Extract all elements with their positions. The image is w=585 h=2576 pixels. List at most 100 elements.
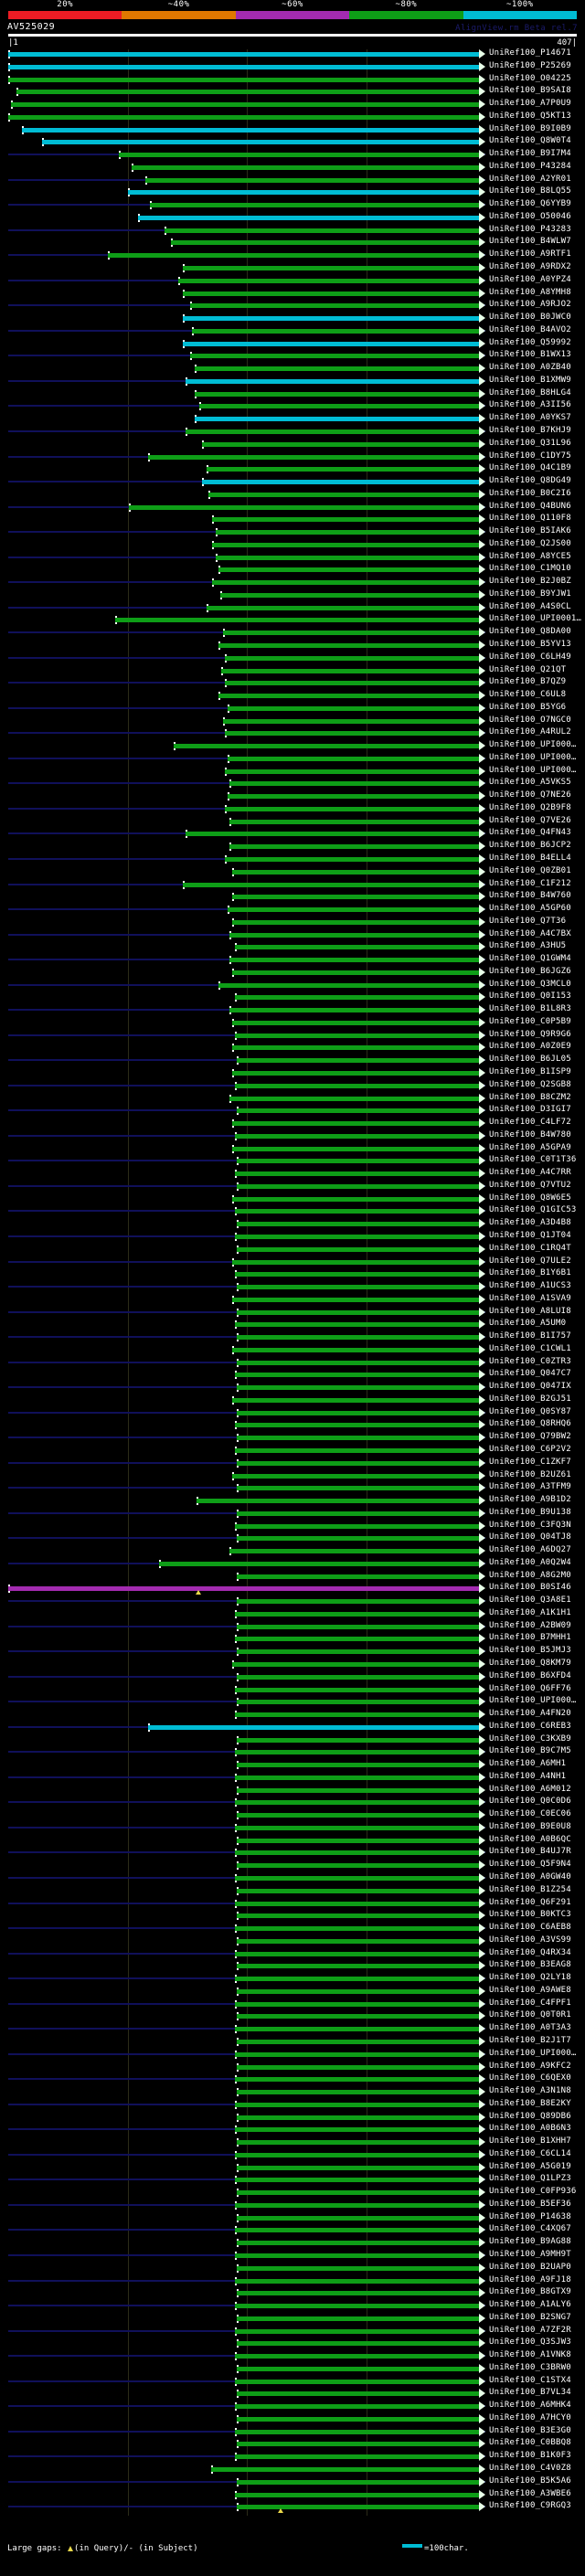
hit-accession-label[interactable]: UniRef100_P43283 [489,224,571,234]
table-row[interactable]: UniRef100_B6JL05 [0,1055,585,1068]
hit-accession-label[interactable]: UniRef100_B7QZ9 [489,677,567,687]
hit-accession-label[interactable]: UniRef100_A3D4B8 [489,1218,571,1228]
hit-accession-label[interactable]: UniRef100_B1XMW9 [489,375,571,385]
table-row[interactable]: UniRef100_Q8DA00 [0,627,585,641]
hsp-bar[interactable] [231,970,480,975]
hit-accession-label[interactable]: UniRef100_A3N1N8 [489,2086,571,2096]
hit-accession-label[interactable]: UniRef100_A0Z0E9 [489,1042,571,1052]
table-row[interactable]: UniRef100_A0Z0E9 [0,1042,585,1055]
hsp-bar[interactable] [127,190,480,196]
hit-accession-label[interactable]: UniRef100_B5YV13 [489,639,571,649]
hit-accession-label[interactable]: UniRef100_A0B6QC [489,1834,571,1844]
table-row[interactable]: UniRef100_A5G019 [0,2162,585,2176]
table-row[interactable]: UniRef100_A3II56 [0,400,585,414]
hsp-bar[interactable] [185,378,480,384]
hit-accession-label[interactable]: UniRef100_Q1GIC53 [489,1205,577,1215]
table-row[interactable]: UniRef100_C3BRW0 [0,2363,585,2377]
hit-accession-label[interactable]: UniRef100_D3IGI7 [489,1105,571,1115]
table-row[interactable]: UniRef100_B3EAG8 [0,1960,585,1974]
table-row[interactable]: UniRef100_Q0SY87 [0,1406,585,1421]
table-row[interactable]: UniRef100_A4FN20 [0,1709,585,1723]
hsp-bar[interactable] [234,995,480,1001]
hsp-bar[interactable] [201,441,480,447]
table-row[interactable]: UniRef100_B5K5A6 [0,2476,585,2490]
hsp-bar[interactable] [225,806,480,811]
hsp-bar[interactable] [218,567,480,573]
table-row[interactable]: UniRef100_D3IGI7 [0,1105,585,1118]
table-row[interactable]: UniRef100_A8YMH8 [0,287,585,302]
hsp-bar[interactable] [234,1712,480,1718]
hsp-bar[interactable] [237,1309,480,1315]
hsp-bar[interactable] [237,2165,480,2170]
table-row[interactable]: UniRef100_P25269 [0,61,585,75]
hsp-bar[interactable] [237,1938,480,1944]
table-row[interactable]: UniRef100_Q4FN43 [0,828,585,842]
hit-accession-label[interactable]: UniRef100_B8CZM2 [489,1092,571,1102]
hit-accession-label[interactable]: UniRef100_A0Q2W4 [489,1557,571,1567]
hsp-bar[interactable] [237,2416,480,2422]
table-row[interactable]: UniRef100_Q8W0T4 [0,136,585,150]
hit-accession-label[interactable]: UniRef100_Q0ZB01 [489,865,571,875]
hit-accession-label[interactable]: UniRef100_Q7NE26 [489,790,571,800]
hsp-bar[interactable] [234,1951,480,1956]
hit-accession-label[interactable]: UniRef100_B9AG88 [489,2237,571,2247]
table-row[interactable]: UniRef100_B5IAK6 [0,526,585,540]
hit-accession-label[interactable]: UniRef100_A2YR01 [489,174,571,184]
hsp-bar[interactable] [231,1071,480,1076]
hsp-bar[interactable] [8,77,480,82]
table-row[interactable]: UniRef100_A4NH1 [0,1771,585,1786]
table-row[interactable]: UniRef100_C0FP936 [0,2187,585,2200]
table-row[interactable]: UniRef100_A9KFC2 [0,2062,585,2075]
table-row[interactable]: UniRef100_A4S0CL [0,602,585,616]
hit-accession-label[interactable]: UniRef100_Q4BUN6 [489,501,571,511]
table-row[interactable]: UniRef100_Q89DB6 [0,2112,585,2125]
hsp-bar[interactable] [234,1687,480,1692]
table-row[interactable]: UniRef100_C4XQ67 [0,2224,585,2238]
hit-accession-label[interactable]: UniRef100_A1SVA9 [489,1293,571,1303]
table-row[interactable]: UniRef100_A7HCY0 [0,2413,585,2427]
hsp-bar[interactable] [234,1234,480,1239]
hit-accession-label[interactable]: UniRef100_A1VNK8 [489,2350,571,2360]
table-row[interactable]: UniRef100_Q5F9N4 [0,1860,585,1873]
table-row[interactable]: UniRef100_Q2SGB8 [0,1080,585,1094]
hsp-bar[interactable] [114,618,480,623]
hit-accession-label[interactable]: UniRef100_A4NH1 [489,1771,567,1781]
hsp-bar[interactable] [237,1460,480,1466]
hit-accession-label[interactable]: UniRef100_Q31L96 [489,438,571,448]
hsp-bar[interactable] [237,1183,480,1189]
hit-accession-label[interactable]: UniRef100_C1RQ4T [489,1243,571,1253]
table-row[interactable]: UniRef100_B8HLG4 [0,388,585,402]
hit-accession-label[interactable]: UniRef100_P14671 [489,48,571,58]
hsp-bar[interactable] [234,2404,480,2410]
hsp-bar[interactable] [231,1662,480,1667]
hit-accession-label[interactable]: UniRef100_C3FQ3N [489,1520,571,1530]
hsp-bar[interactable] [234,1423,480,1428]
table-row[interactable]: UniRef100_B7VL34 [0,2388,585,2401]
hit-accession-label[interactable]: UniRef100_C1CWL1 [489,1343,571,1353]
hit-accession-label[interactable]: UniRef100_Q0SY87 [489,1406,571,1416]
table-row[interactable]: UniRef100_Q0C0D6 [0,1797,585,1810]
hit-accession-label[interactable]: UniRef100_B1K0F3 [489,2451,571,2461]
table-row[interactable]: UniRef100_Q8DG49 [0,476,585,490]
hsp-bar[interactable] [216,555,480,560]
hit-accession-label[interactable]: UniRef100_C0ZTR3 [489,1356,571,1366]
hit-accession-label[interactable]: UniRef100_B9SAI8 [489,86,571,96]
hit-accession-label[interactable]: UniRef100_C6P2V2 [489,1444,571,1454]
hit-accession-label[interactable]: UniRef100_C0FP936 [489,2187,577,2197]
hsp-bar[interactable] [234,1876,480,1882]
table-row[interactable]: UniRef100_B5YV13 [0,639,585,653]
table-row[interactable]: UniRef100_B6XFD4 [0,1671,585,1685]
hsp-bar[interactable] [234,2202,480,2208]
table-row[interactable]: UniRef100_B2UAP0 [0,2263,585,2276]
hit-accession-label[interactable]: UniRef100_A3WBE6 [489,2488,571,2498]
table-row[interactable]: UniRef100_O50046 [0,212,585,226]
hit-accession-label[interactable]: UniRef100_Q047IX [489,1382,571,1392]
table-row[interactable]: UniRef100_Q2B9F8 [0,803,585,817]
hsp-bar[interactable] [229,1549,480,1554]
hsp-bar[interactable] [218,694,480,699]
hit-accession-label[interactable]: UniRef100_A8YMH8 [489,287,571,297]
table-row[interactable]: UniRef100_C1MQ10 [0,564,585,578]
hit-accession-label[interactable]: UniRef100_C6AEB8 [489,1923,571,1933]
hit-accession-label[interactable]: UniRef100_A2BW09 [489,1620,571,1630]
hsp-bar[interactable] [225,655,480,661]
